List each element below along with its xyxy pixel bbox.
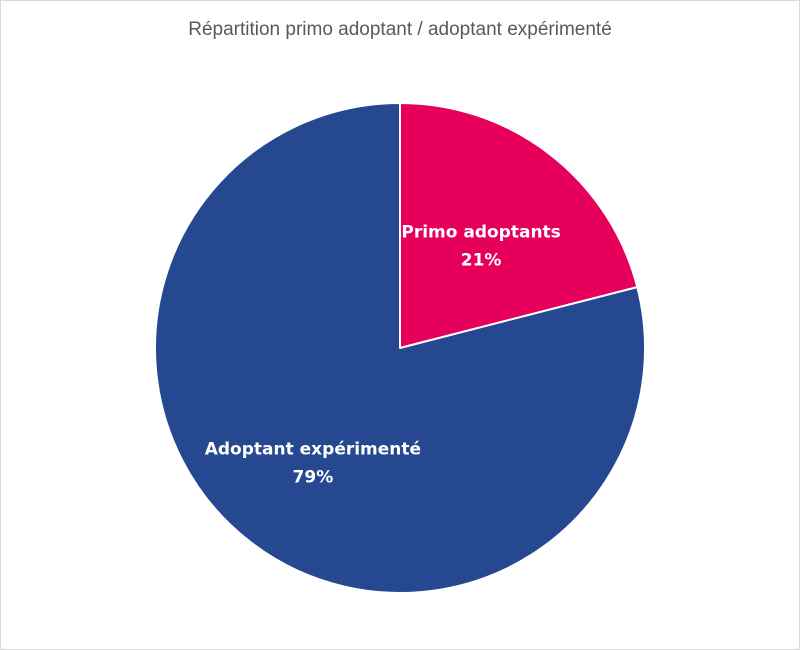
slice-label-percent: 79%: [293, 467, 334, 487]
slice-label-name: Adoptant expérimenté: [205, 439, 421, 459]
pie-slice-primo-adoptants: [399, 102, 639, 349]
slice-label-percent: 21%: [461, 250, 502, 270]
pie-slice-adoptant-experimente: [154, 102, 646, 594]
chart-title: Répartition primo adoptant / adoptant ex…: [188, 19, 612, 40]
slice-label-name: Primo adoptants: [401, 222, 560, 242]
